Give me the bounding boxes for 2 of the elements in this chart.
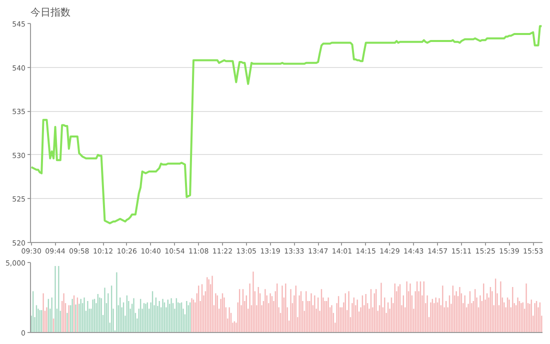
line-series — [30, 25, 542, 224]
y-axis-title: 今日指数 — [30, 6, 70, 18]
